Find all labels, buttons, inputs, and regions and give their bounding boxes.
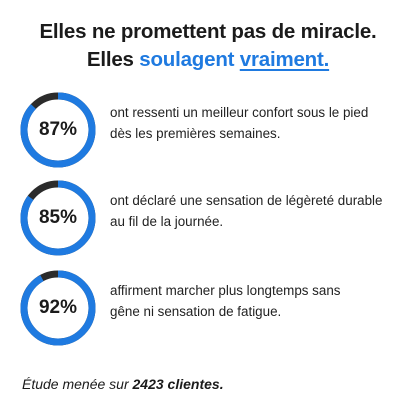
stat-description-line-1: ont déclaré une sensation de légèreté du…	[110, 193, 383, 208]
progress-ring: 92%	[18, 268, 98, 348]
headline-accent-word: soulagent	[139, 48, 235, 71]
headline-line-1: Elles ne promettent pas de miracle.	[39, 20, 377, 43]
progress-ring-graphic	[20, 92, 96, 168]
stat-description-line-1: affirment marcher plus longtemps sans	[110, 283, 341, 298]
percent-label: 85%	[38, 207, 78, 228]
progress-ring-graphic	[20, 180, 96, 256]
study-footnote: Étude menée sur 2423 clientes.	[22, 376, 224, 392]
stat-item: 92% affirment marcher plus longtemps san…	[0, 268, 416, 348]
progress-ring-graphic	[20, 270, 96, 346]
ring-fill	[20, 270, 96, 346]
progress-ring: 85%	[18, 178, 98, 258]
ring-fill	[20, 180, 96, 256]
headline-line-2: Elles soulagent vraiment.	[0, 46, 416, 74]
stat-description-line-1: ont ressenti un meilleur confort sous le…	[110, 105, 369, 120]
stat-item: 85% ont déclaré une sensation de légèret…	[0, 178, 416, 258]
percent-label: 87%	[38, 119, 78, 140]
headline-underlined-word: vraiment.	[239, 48, 330, 71]
stat-description: affirment marcher plus longtemps sans gê…	[110, 280, 402, 322]
footnote-client-count: 2423 clientes.	[132, 376, 224, 392]
stat-description-line-2: gêne ni sensation de fatigue.	[110, 304, 282, 319]
ring-fill	[20, 92, 96, 168]
percent-label: 92%	[38, 297, 78, 318]
stat-description: ont ressenti un meilleur confort sous le…	[110, 102, 402, 144]
stat-description-line-2: dès les premières semaines.	[110, 126, 281, 141]
stat-description-line-2: au fil de la journée.	[110, 214, 224, 229]
stat-item: 87% ont ressenti un meilleur confort sou…	[0, 90, 416, 170]
footnote-prefix: Étude menée sur	[22, 376, 133, 392]
stat-description: ont déclaré une sensation de légèreté du…	[110, 190, 402, 232]
headline: Elles ne promettent pas de miracle. Elle…	[0, 18, 416, 74]
progress-ring: 87%	[18, 90, 98, 170]
headline-prefix: Elles	[86, 48, 140, 71]
